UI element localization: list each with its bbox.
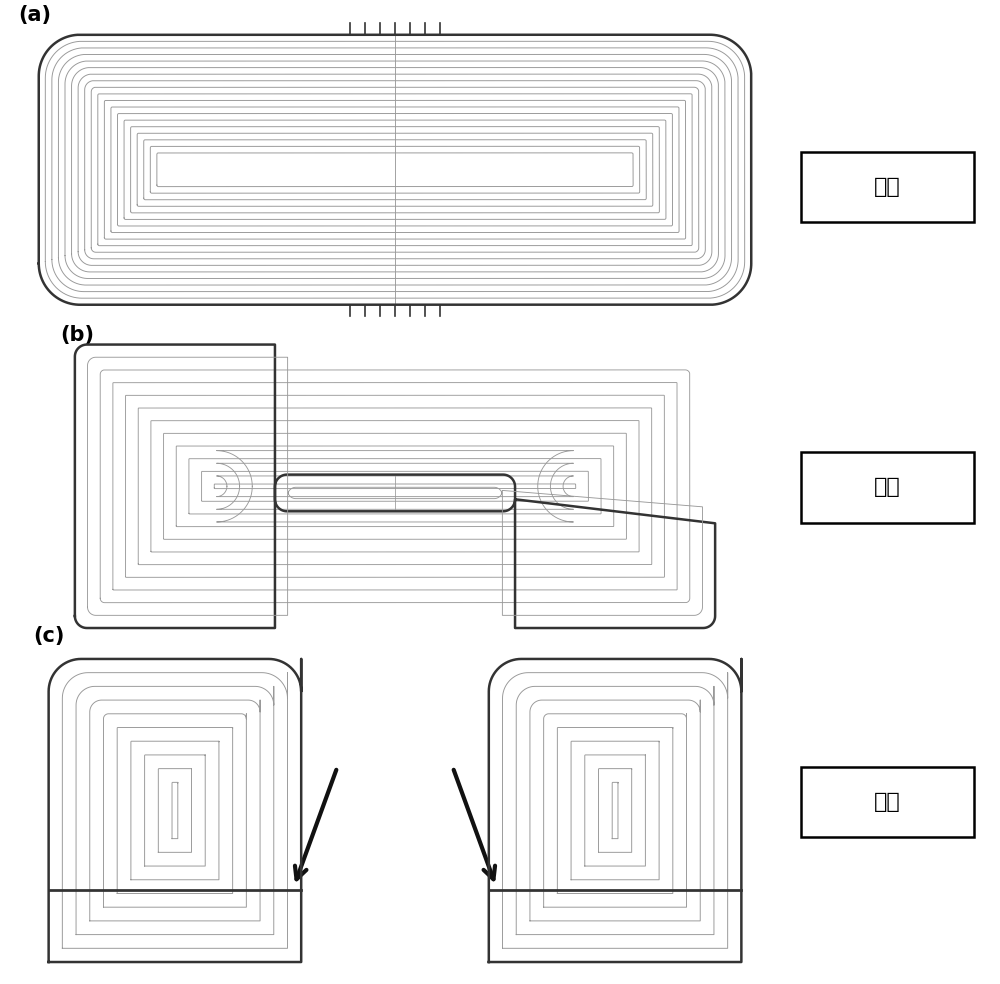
Text: (c): (c) <box>33 627 64 646</box>
Text: 锾粗: 锾粗 <box>874 177 901 197</box>
Bar <box>801 152 974 222</box>
Bar <box>801 452 974 523</box>
Bar <box>801 767 974 837</box>
Text: (a): (a) <box>18 5 52 25</box>
Text: 切底: 切底 <box>874 792 901 812</box>
Text: 冲孔: 冲孔 <box>874 477 901 497</box>
Text: (b): (b) <box>60 325 94 344</box>
